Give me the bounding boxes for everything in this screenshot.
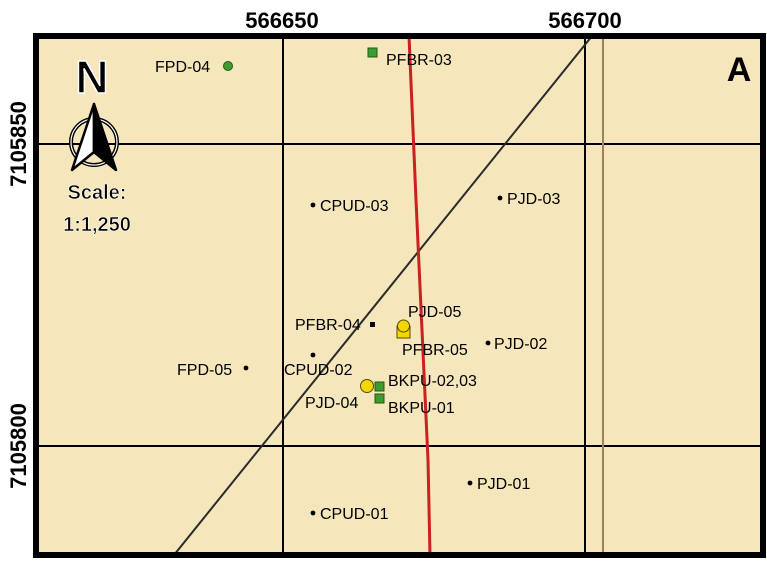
feature-label-pjd-03: PJD-03 (507, 191, 560, 208)
feature-label-fpd-04: FPD-04 (155, 59, 210, 76)
feature-label-cpud-02: CPUD-02 (284, 362, 353, 379)
northing-label-7105800: 7105800 (6, 403, 31, 489)
features: FPD-04 PFBR-03 CPUD-03 PJD-03 PJD-05 PFB… (155, 47, 560, 523)
feature-marker-pfbr-03[interactable] (367, 47, 378, 58)
feature-label-pjd-02: PJD-02 (494, 336, 547, 353)
northing-label-7105850: 7105850 (6, 101, 31, 187)
feature-label-pfbr-04: PFBR-04 (295, 317, 361, 334)
feature-marker-bkpu-02-03[interactable] (374, 381, 385, 392)
feature-marker-bkpu-01[interactable] (374, 393, 385, 404)
feature-marker-cpud-01[interactable] (310, 510, 316, 516)
easting-label-566700: 566700 (548, 8, 621, 33)
feature-label-pfbr-03: PFBR-03 (386, 52, 452, 69)
feature-label-fpd-05: FPD-05 (177, 362, 232, 379)
feature-marker-pjd-05[interactable] (397, 319, 410, 333)
feature-marker-pjd-02[interactable] (485, 340, 491, 346)
feature-label-pjd-01: PJD-01 (477, 476, 530, 493)
easting-label-566650: 566650 (245, 8, 318, 33)
feature-label-cpud-01: CPUD-01 (320, 506, 389, 523)
feature-marker-fpd-05[interactable] (243, 365, 249, 371)
feature-marker-fpd-04[interactable] (223, 61, 233, 71)
feature-label-bkpu-01: BKPU-01 (388, 400, 455, 417)
feature-marker-pfbr-04[interactable] (370, 322, 375, 327)
feature-marker-pjd-03[interactable] (497, 195, 503, 201)
red-line (407, 35, 432, 556)
feature-marker-pjd-01[interactable] (467, 480, 473, 486)
panel-label: A (727, 51, 752, 89)
feature-label-pjd-04: PJD-04 (305, 395, 358, 412)
feature-label-pfbr-05: PFBR-05 (402, 342, 468, 359)
diagonal-line (173, 35, 593, 556)
scale-value: 1:1,250 (63, 214, 131, 236)
feature-marker-pjd-04[interactable] (360, 379, 374, 393)
feature-label-cpud-03: CPUD-03 (320, 198, 389, 215)
feature-marker-cpud-02[interactable] (310, 352, 316, 358)
north-letter: N (75, 51, 108, 103)
feature-marker-cpud-03[interactable] (310, 202, 316, 208)
feature-label-pjd-05: PJD-05 (408, 304, 461, 321)
scale-title: Scale: (68, 182, 127, 204)
map-frame (33, 33, 766, 558)
map-background (36, 36, 763, 555)
grid-lines (36, 36, 763, 555)
north-arrow-icon (69, 102, 119, 172)
feature-label-bkpu-02-03: BKPU-02,03 (388, 373, 477, 390)
north-arrow: N Scale: 1:1,250 (63, 50, 131, 236)
